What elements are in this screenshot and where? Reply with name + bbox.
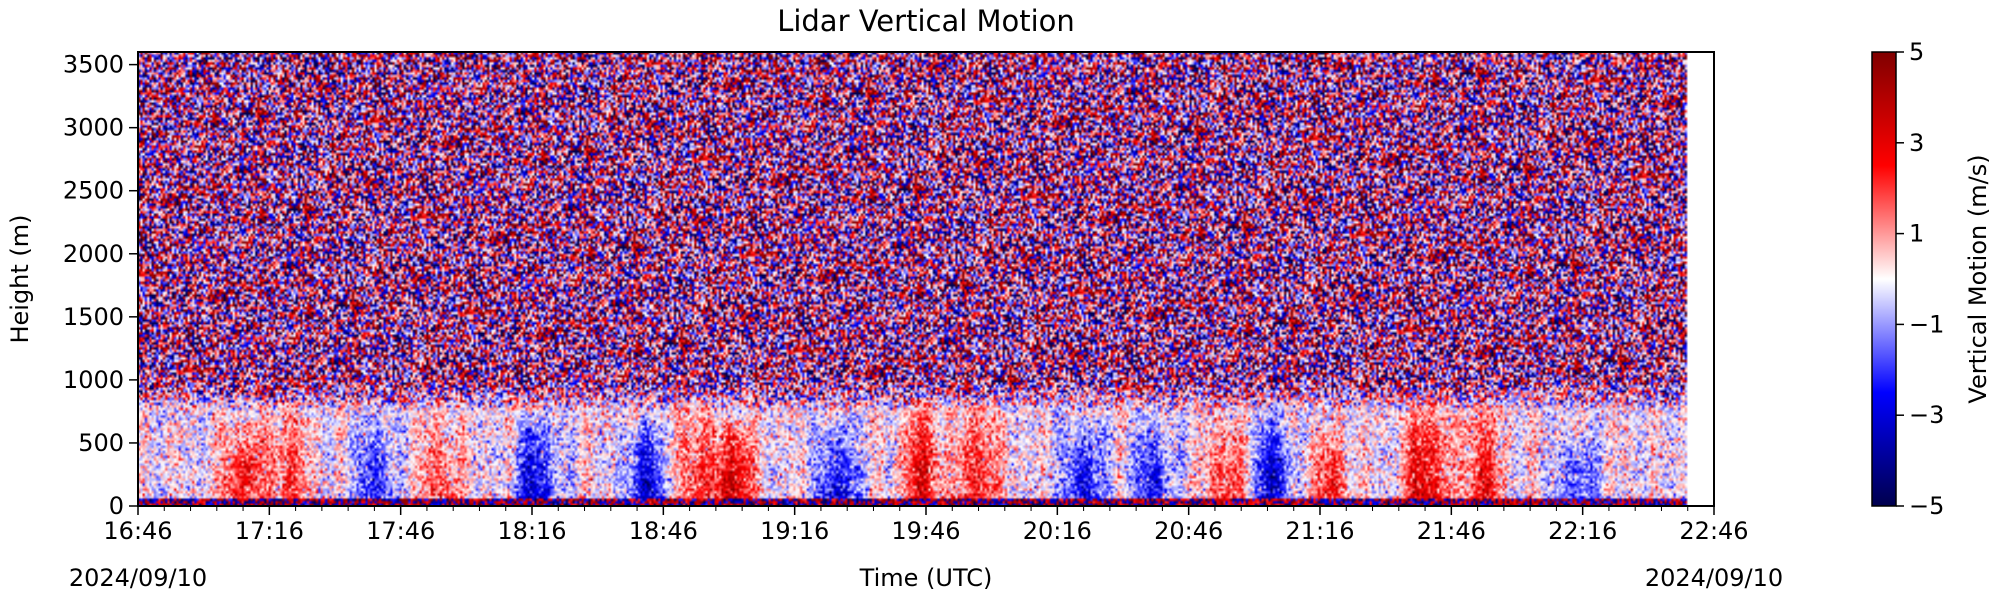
colorbar-tick-label: 1 <box>1909 220 1924 248</box>
y-tick-label: 1000 <box>63 366 124 394</box>
x-tick-label: 22:16 <box>1548 517 1617 545</box>
x-tick-label: 21:16 <box>1285 517 1354 545</box>
plot-area <box>137 51 1715 507</box>
x-tick-label: 21:46 <box>1417 517 1486 545</box>
colorbar-label: Vertical Motion (m/s) <box>1964 154 1992 403</box>
y-tick-label: 1500 <box>63 303 124 331</box>
x-tick-label: 16:46 <box>103 517 172 545</box>
x-tick-label: 18:16 <box>497 517 566 545</box>
x-tick-label: 18:46 <box>629 517 698 545</box>
colorbar-tick-label: 5 <box>1909 38 1924 66</box>
x-axis: 16:46 17:16 17:46 18:16 18:46 19:16 19:46 20:16… <box>103 506 1749 545</box>
x-tick-label: 20:16 <box>1023 517 1092 545</box>
x-axis-label: Time (UTC) <box>859 564 993 592</box>
y-tick-label: 0 <box>109 492 124 520</box>
vertical-motion-heatmap <box>138 52 1714 506</box>
x-tick-label: 17:16 <box>235 517 304 545</box>
colorbar-gradient <box>1871 51 1897 507</box>
y-tick-label: 500 <box>78 429 124 457</box>
x-tick-label: 22:46 <box>1679 517 1748 545</box>
date-label-right: 2024/09/10 <box>1645 564 1783 592</box>
colorbar: 5 3 1 −1 −3 −5 Vertical Motion (m/s) <box>1871 38 1992 520</box>
chart-title: Lidar Vertical Motion <box>777 4 1075 38</box>
colorbar-tick-label: −1 <box>1909 310 1944 338</box>
y-tick-label: 3000 <box>63 114 124 142</box>
x-tick-label: 20:46 <box>1154 517 1223 545</box>
colorbar-tick-label: −5 <box>1909 492 1944 520</box>
y-axis: 0 500 1000 1500 2000 2500 3000 3500 <box>63 51 138 520</box>
y-tick-label: 2000 <box>63 240 124 268</box>
colorbar-tick-label: −3 <box>1909 401 1944 429</box>
y-tick-label: 2500 <box>63 177 124 205</box>
y-axis-label: Height (m) <box>6 214 34 343</box>
x-tick-label: 19:16 <box>760 517 829 545</box>
x-tick-label: 19:46 <box>891 517 960 545</box>
x-tick-label: 17:46 <box>366 517 435 545</box>
colorbar-tick-label: 3 <box>1909 129 1924 157</box>
colorbar-ticks: 5 3 1 −1 −3 −5 <box>1896 38 1944 520</box>
date-label-left: 2024/09/10 <box>69 564 207 592</box>
y-tick-label: 3500 <box>63 51 124 79</box>
